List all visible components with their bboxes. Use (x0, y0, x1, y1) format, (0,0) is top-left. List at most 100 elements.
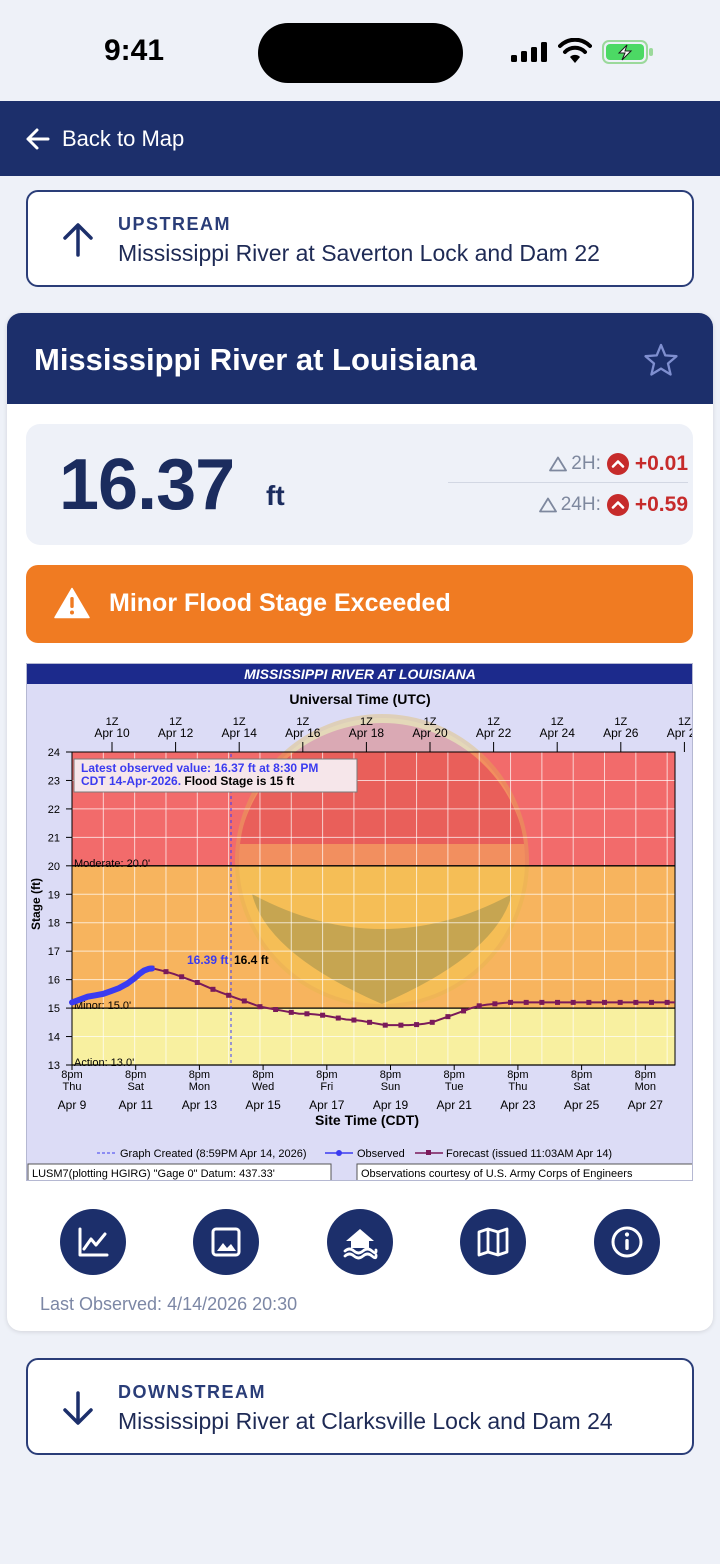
map-icon (477, 1227, 509, 1257)
top-tick-label: 1Z (106, 716, 119, 728)
bottom-tick-label: 8pm (316, 1069, 337, 1081)
forecast-point (649, 999, 655, 1005)
top-tick-label: 1Z (487, 716, 500, 728)
chart-title: MISSISSIPPI RIVER AT LOUISIANA (244, 666, 476, 682)
legend-observed-marker (336, 1150, 342, 1156)
upstream-gauge-name: Mississippi River at Saverton Lock and D… (118, 240, 600, 266)
top-tick-date: Apr 24 (540, 726, 576, 740)
top-tick-date: Apr 28 (667, 726, 693, 740)
bottom-tick-label: 8pm (635, 1069, 656, 1081)
bottom-tick-date: Apr 13 (182, 1098, 218, 1112)
forecast-point (445, 1014, 451, 1020)
map-button[interactable] (460, 1209, 526, 1275)
latest-value-line2b: Flood Stage is 15 ft (181, 774, 294, 788)
top-tick-date: Apr 26 (603, 726, 639, 740)
flood-alert-banner: Minor Flood Stage Exceeded (26, 565, 693, 643)
datum-footer: LUSM7(plotting HGIRG) "Gage 0" Datum: 43… (32, 1168, 275, 1180)
flood-house-icon (343, 1229, 378, 1260)
courtesy-footer-box (356, 1163, 692, 1180)
bottom-tick-label: 8pm (380, 1069, 401, 1081)
x-axis-label: Site Time (CDT) (315, 1112, 419, 1128)
bottom-tick-label: 8pm (507, 1069, 528, 1081)
legend-observed: Observed (357, 1148, 405, 1160)
bottom-tick-label: Thu (63, 1081, 82, 1093)
y-tick-label: 22 (48, 804, 60, 816)
stage-unit: ft (266, 480, 285, 511)
bottom-tick-date: Apr 17 (309, 1098, 345, 1112)
y-tick-label: 20 (48, 861, 60, 873)
forecast-point (633, 999, 639, 1005)
forecast-point (429, 1019, 435, 1025)
forecast-point (382, 1022, 388, 1028)
top-tick-date: Apr 22 (476, 726, 512, 740)
forecast-point (273, 1007, 279, 1013)
forecast-point (226, 992, 232, 998)
flood-alert-text: Minor Flood Stage Exceeded (109, 589, 451, 617)
forecast-point (570, 999, 576, 1005)
forecast-point (508, 999, 514, 1005)
top-tick-label: 1Z (296, 716, 309, 728)
arrow-up-icon (63, 223, 93, 257)
courtesy-footer: Observations courtesy of U.S. Army Corps… (361, 1168, 633, 1180)
observed-series-line (69, 965, 155, 1006)
photos-button[interactable] (193, 1209, 259, 1275)
hydrograph-button[interactable] (60, 1209, 126, 1275)
bottom-tick-date: Apr 11 (118, 1098, 153, 1112)
bottom-tick-label: 8pm (125, 1069, 146, 1081)
back-label: Back to Map (62, 126, 185, 151)
current-stage-panel: 16.37 ft 2H: +0.01 24H: +0.59 (26, 424, 693, 545)
change-2h: 2H: +0.01 (448, 446, 688, 482)
y-tick-label: 18 (48, 918, 60, 930)
info-button[interactable] (594, 1209, 660, 1275)
change-24h: 24H: +0.59 (448, 487, 688, 523)
bottom-tick-label: 8pm (443, 1069, 464, 1081)
status-bar: 9:41 (0, 0, 720, 101)
y-tick-label: 19 (48, 889, 60, 901)
downstream-gauge-name: Mississippi River at Clarksville Lock an… (118, 1408, 613, 1434)
forecast-point (461, 1008, 467, 1014)
top-navbar: Back to Map (0, 101, 720, 176)
y-tick-label: 21 (48, 832, 60, 844)
hydrograph[interactable]: MISSISSIPPI RIVER AT LOUISIANA Universal… (26, 663, 693, 1181)
bottom-tick-label: Tue (445, 1081, 464, 1093)
flood-impacts-button[interactable] (327, 1209, 393, 1275)
forecast-point (320, 1012, 326, 1018)
forecast-point (304, 1011, 310, 1017)
star-icon[interactable] (643, 343, 679, 377)
y-tick-label: 14 (48, 1032, 60, 1044)
upstream-gauge-link[interactable]: UPSTREAM Mississippi River at Saverton L… (26, 190, 694, 287)
forecast-point (398, 1022, 404, 1028)
forecast-point (555, 999, 561, 1005)
plot-frame (71, 751, 676, 1066)
change-2h-label: 2H: (571, 453, 601, 474)
arrow-down-icon (63, 1391, 93, 1425)
bottom-tick-label: Sat (127, 1081, 144, 1093)
gauge-card: Mississippi River at Louisiana 16.37 ft … (7, 313, 713, 1331)
top-tick-date: Apr 10 (94, 726, 130, 740)
back-to-map-button[interactable]: Back to Map (24, 119, 184, 159)
gauge-title: Mississippi River at Louisiana (34, 342, 477, 377)
bottom-tick-label: Mon (635, 1081, 656, 1093)
top-tick-date: Apr 14 (222, 726, 258, 740)
top-tick-label: 1Z (614, 716, 627, 728)
image-icon (211, 1227, 241, 1257)
forecast-point (367, 1019, 373, 1025)
last-observed-time: Last Observed: 4/14/2026 20:30 (40, 1294, 298, 1314)
status-time: 9:41 (104, 34, 165, 67)
observed-peak-label: 16.39 ft (187, 953, 228, 967)
change-24h-value: +0.59 (634, 493, 688, 516)
top-tick-label: 1Z (169, 716, 182, 728)
y-tick-label: 13 (48, 1060, 60, 1072)
latest-value-box (73, 758, 358, 793)
forecast-point (257, 1004, 263, 1010)
forecast-point (335, 1015, 341, 1021)
upstream-label: UPSTREAM (118, 214, 232, 234)
datum-footer-box (27, 1163, 332, 1180)
top-tick-date: Apr 20 (412, 726, 448, 740)
top-tick-label: 1Z (678, 716, 691, 728)
forecast-point (492, 1001, 498, 1007)
downstream-gauge-link[interactable]: DOWNSTREAM Mississippi River at Clarksvi… (26, 1358, 694, 1455)
y-tick-label: 23 (48, 775, 60, 787)
latest-value-line2a: CDT 14-Apr-2026. (81, 774, 181, 788)
bottom-tick-date: Apr 23 (500, 1098, 536, 1112)
